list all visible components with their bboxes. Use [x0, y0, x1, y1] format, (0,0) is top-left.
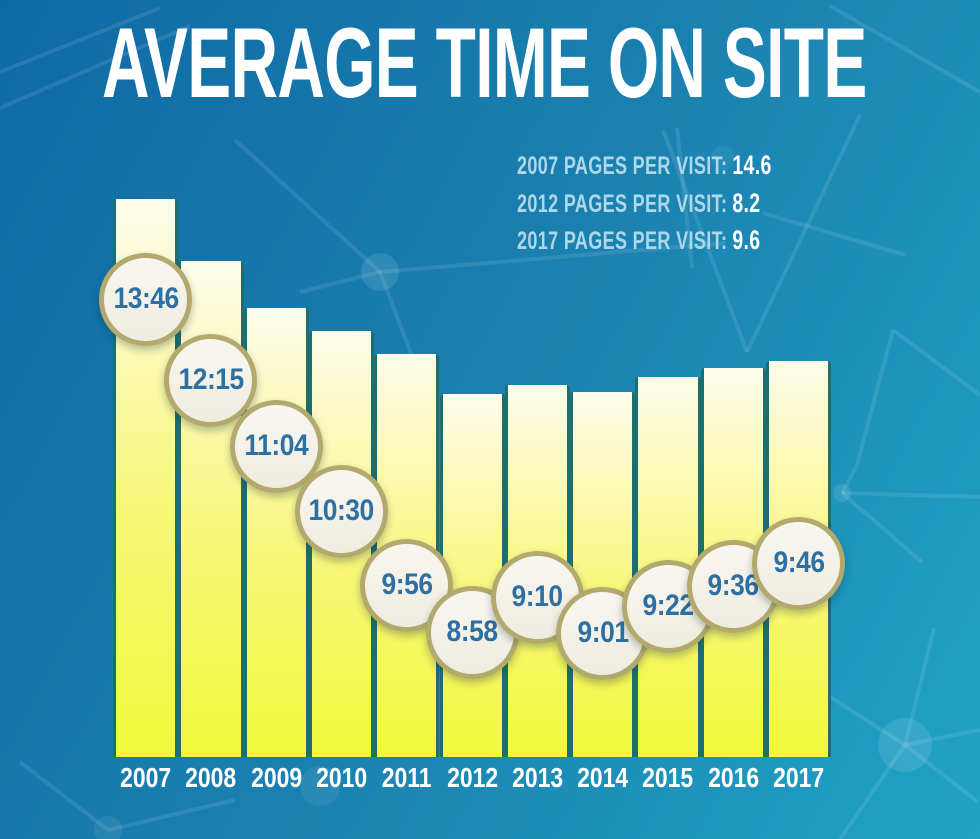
year-label-2013: 2013 [511, 762, 563, 793]
pages-per-visit-row: 2012 PAGES PER VISIT: 8.2 [517, 185, 772, 223]
time-badge-value: 9:10 [511, 580, 564, 613]
pages-per-visit-value: 14.6 [732, 150, 772, 180]
pages-per-visit-row: 2017 PAGES PER VISIT: 9.6 [517, 222, 772, 260]
time-badge-value: 13:46 [112, 282, 179, 315]
year-label-2012: 2012 [446, 762, 498, 793]
pages-per-visit-label: 2007 PAGES PER VISIT: [517, 152, 728, 180]
year-label-2008: 2008 [185, 762, 237, 793]
network-node [361, 253, 399, 291]
pages-per-visit-panel: 2007 PAGES PER VISIT: 14.6 2012 PAGES PER … [517, 147, 871, 260]
time-badge-value: 8:58 [446, 615, 499, 648]
bar-2014 [570, 392, 636, 757]
time-badge-value: 12:15 [178, 363, 244, 396]
year-label-2009: 2009 [250, 762, 302, 793]
year-label-2010: 2010 [315, 762, 368, 793]
year-label-2014: 2014 [577, 762, 629, 793]
year-label-2011: 2011 [381, 762, 432, 793]
pages-per-visit-label: 2017 PAGES PER VISIT: [517, 227, 728, 255]
network-node [833, 484, 851, 502]
time-badge-value: 9:22 [642, 589, 694, 622]
network-node [711, 146, 735, 170]
time-badge-2010: 10:30 [295, 464, 389, 558]
time-badge-2009: 11:04 [229, 399, 323, 493]
pages-per-visit-value: 9.6 [732, 225, 761, 255]
time-badge-2007: 13:46 [99, 252, 193, 346]
time-badge-value: 9:36 [707, 569, 760, 602]
time-badge-value: 11:04 [244, 429, 309, 462]
network-node [94, 816, 122, 839]
pages-per-visit-value: 8.2 [732, 187, 761, 218]
network-node [878, 718, 932, 772]
time-badge-value: 9:01 [577, 616, 629, 649]
time-badge-2008: 12:15 [164, 333, 258, 427]
pages-per-visit-label: 2012 PAGES PER VISIT: [517, 189, 728, 218]
time-badge-value: 9:56 [381, 568, 433, 601]
time-badge-value: 9:46 [773, 546, 825, 579]
pages-per-visit-row: 2007 PAGES PER VISIT: 14.6 [517, 147, 772, 185]
network-node [300, 766, 340, 806]
time-badge-value: 10:30 [308, 494, 375, 527]
year-label-2016: 2016 [707, 762, 759, 793]
year-label-2015: 2015 [642, 762, 694, 793]
chart-title: AVERAGE TIME ON SITE [102, 7, 867, 118]
time-badge-2017: 9:46 [752, 516, 846, 610]
year-label-2007: 2007 [120, 762, 172, 793]
time-badge-2011: 9:56 [360, 538, 454, 632]
year-label-2017: 2017 [773, 762, 825, 793]
